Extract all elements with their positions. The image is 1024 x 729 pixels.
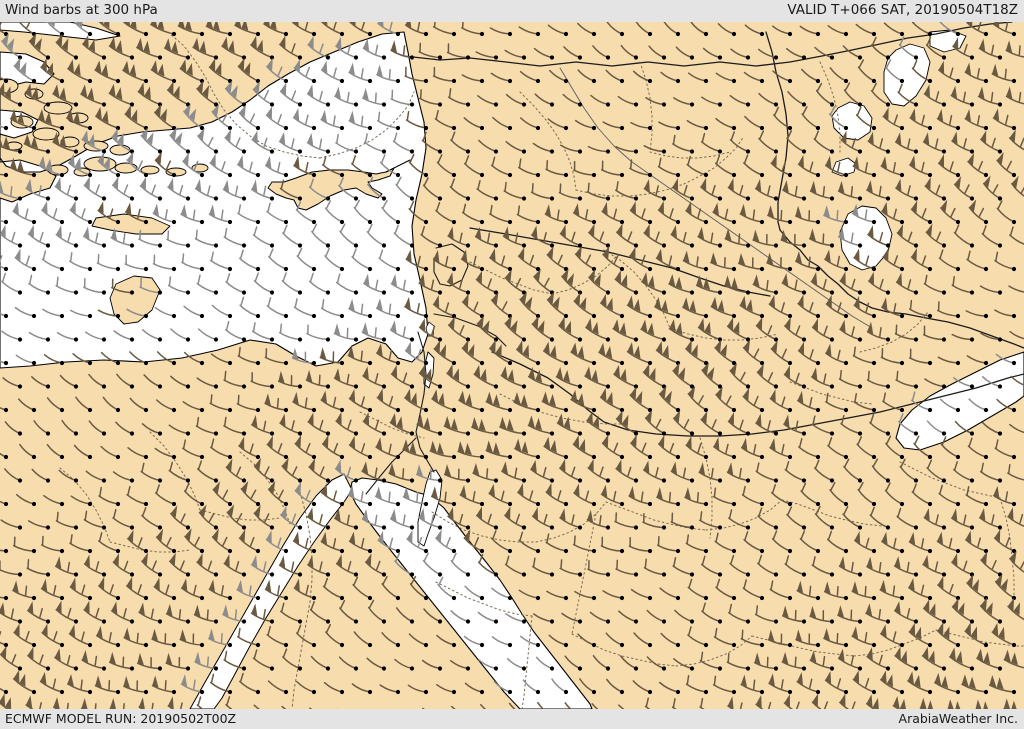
- admin-boundary-dotted: [519, 91, 577, 191]
- credit-label: ArabiaWeather Inc.: [898, 711, 1018, 726]
- map-canvas[interactable]: [0, 22, 1024, 709]
- aegean-island: [73, 167, 91, 177]
- aegean-island: [109, 144, 131, 156]
- page-title: Wind barbs at 300 hPa: [5, 2, 158, 18]
- aegean-island: [32, 127, 60, 141]
- aegean-island: [5, 141, 23, 151]
- aegean-island: [140, 165, 160, 175]
- admin-boundary-dotted: [535, 501, 607, 543]
- aegean-island: [191, 163, 209, 173]
- aegean-island: [43, 101, 73, 115]
- aegean-island: [60, 136, 80, 148]
- admin-boundary-dotted: [109, 541, 191, 553]
- aegean-island: [67, 112, 89, 124]
- admin-boundary-dotted: [649, 151, 731, 159]
- admin-boundary-dotted: [605, 501, 707, 531]
- aegean-island: [10, 115, 34, 129]
- admin-boundary-dotted: [819, 61, 841, 153]
- admin-boundary-dotted: [521, 615, 533, 709]
- admin-boundary-dotted: [899, 461, 1001, 499]
- aegean-island: [47, 164, 69, 176]
- aegean-island: [0, 78, 19, 94]
- nile-valley-line: [291, 491, 313, 709]
- aegean-island: [24, 88, 44, 100]
- header-bar: Wind barbs at 300 hPa VALID T+066 SAT, 2…: [0, 0, 1024, 22]
- aegean-island: [83, 156, 117, 172]
- admin-boundary-dotted: [319, 91, 415, 159]
- aegean-island: [83, 140, 109, 152]
- aegean-island: [165, 167, 187, 177]
- basemap-layer: [0, 22, 1024, 709]
- valid-time-label: VALID T+066 SAT, 20190504T18Z: [787, 2, 1018, 18]
- model-run-label: ECMWF MODEL RUN: 20190502T00Z: [5, 711, 237, 726]
- footer-bar: ECMWF MODEL RUN: 20190502T00Z ArabiaWeat…: [0, 709, 1024, 729]
- aegean-island: [114, 162, 138, 174]
